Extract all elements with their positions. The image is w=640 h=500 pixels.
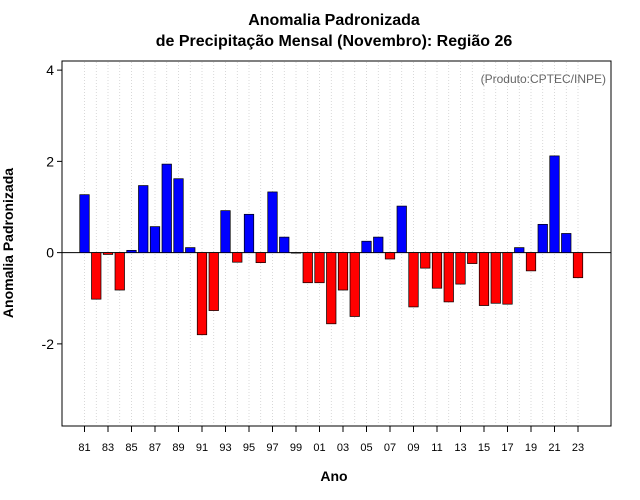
y-axis-label: Anomalia Padronizada bbox=[0, 168, 16, 318]
x-tick-label-19: 19 bbox=[525, 442, 537, 454]
bar-16 bbox=[490, 252, 501, 304]
bar-20 bbox=[537, 223, 548, 253]
bar-09 bbox=[408, 252, 419, 308]
bar-22 bbox=[561, 233, 572, 253]
bar-85 bbox=[126, 249, 137, 253]
bar-98 bbox=[279, 236, 290, 253]
bar-15 bbox=[478, 252, 490, 306]
x-tick-label-97: 97 bbox=[266, 442, 278, 454]
bar-11 bbox=[431, 252, 443, 289]
x-tick-label-15: 15 bbox=[478, 442, 490, 454]
plot-frame bbox=[61, 60, 612, 427]
bar-91 bbox=[196, 252, 208, 336]
y-axis: -2 0 2 4 bbox=[42, 62, 62, 352]
bar-12 bbox=[443, 252, 454, 303]
bar-14 bbox=[467, 252, 478, 264]
bar-81 bbox=[79, 194, 90, 253]
x-axis: 81 83 85 87 89 91 93 95 97 99 01 03 05 07 09 11 13 15 17 19… bbox=[78, 426, 584, 454]
bar-10 bbox=[420, 252, 431, 269]
x-tick-label-87: 87 bbox=[149, 442, 161, 454]
x-tick-label-01: 01 bbox=[313, 442, 325, 454]
bar-13 bbox=[455, 252, 466, 285]
bar-96 bbox=[255, 252, 266, 264]
bar-89 bbox=[173, 178, 184, 253]
bar-93 bbox=[220, 210, 231, 253]
x-axis-label: Ano bbox=[320, 468, 347, 484]
x-tick-label-13: 13 bbox=[454, 442, 466, 454]
bar-84 bbox=[114, 252, 125, 291]
x-tick-label-09: 09 bbox=[407, 442, 419, 454]
bar-88 bbox=[161, 163, 172, 253]
x-tick-label-83: 83 bbox=[102, 442, 114, 454]
x-tick-label-21: 21 bbox=[548, 442, 560, 454]
x-tick-label-17: 17 bbox=[501, 442, 513, 454]
x-tick-label-99: 99 bbox=[290, 442, 302, 454]
x-tick-label-07: 07 bbox=[384, 442, 396, 454]
bar-00 bbox=[302, 252, 313, 284]
bar-17 bbox=[502, 252, 513, 305]
x-tick-label-81: 81 bbox=[78, 442, 90, 454]
bar-03 bbox=[337, 252, 349, 291]
chart-title-line2: de Precipitação Mensal (Novembro): Regiã… bbox=[156, 33, 513, 50]
bar-97 bbox=[267, 191, 278, 253]
bar-04 bbox=[349, 252, 360, 317]
vertical-gridlines bbox=[84, 62, 579, 425]
bar-95 bbox=[243, 213, 255, 253]
product-annotation: (Produto:CPTEC/INPE) bbox=[481, 72, 606, 86]
x-tick-label-95: 95 bbox=[243, 442, 255, 454]
bar-87 bbox=[149, 226, 161, 253]
bar-83 bbox=[102, 252, 114, 255]
bar-07 bbox=[384, 252, 396, 260]
bar-18 bbox=[514, 247, 525, 253]
bar-08 bbox=[396, 205, 407, 253]
bars-group bbox=[79, 155, 584, 336]
x-tick-label-23: 23 bbox=[572, 442, 584, 454]
bar-21 bbox=[549, 155, 560, 253]
bar-02 bbox=[326, 252, 337, 325]
bar-86 bbox=[138, 185, 149, 253]
bar-99 bbox=[290, 252, 302, 254]
x-tick-label-89: 89 bbox=[172, 442, 184, 454]
bar-92 bbox=[208, 252, 219, 311]
bar-82 bbox=[91, 252, 102, 300]
x-tick-label-11: 11 bbox=[431, 442, 442, 454]
y-tick-label-2: 2 bbox=[46, 153, 54, 169]
x-tick-label-85: 85 bbox=[125, 442, 137, 454]
bar-01 bbox=[314, 252, 325, 284]
bar-19 bbox=[525, 252, 537, 272]
bar-90 bbox=[185, 247, 196, 253]
bar-06 bbox=[373, 236, 384, 253]
bar-23 bbox=[572, 252, 584, 279]
y-tick-label-0: 0 bbox=[46, 245, 54, 261]
x-tick-label-03: 03 bbox=[337, 442, 349, 454]
x-tick-label-91: 91 bbox=[196, 442, 208, 454]
chart-title-line1: Anomalia Padronizada bbox=[248, 12, 420, 29]
y-tick-label-4: 4 bbox=[46, 62, 54, 78]
bar-94 bbox=[232, 252, 243, 263]
x-tick-label-05: 05 bbox=[360, 442, 372, 454]
bar-05 bbox=[361, 240, 372, 253]
x-tick-label-93: 93 bbox=[219, 442, 231, 454]
y-tick-label--2: -2 bbox=[42, 336, 55, 352]
